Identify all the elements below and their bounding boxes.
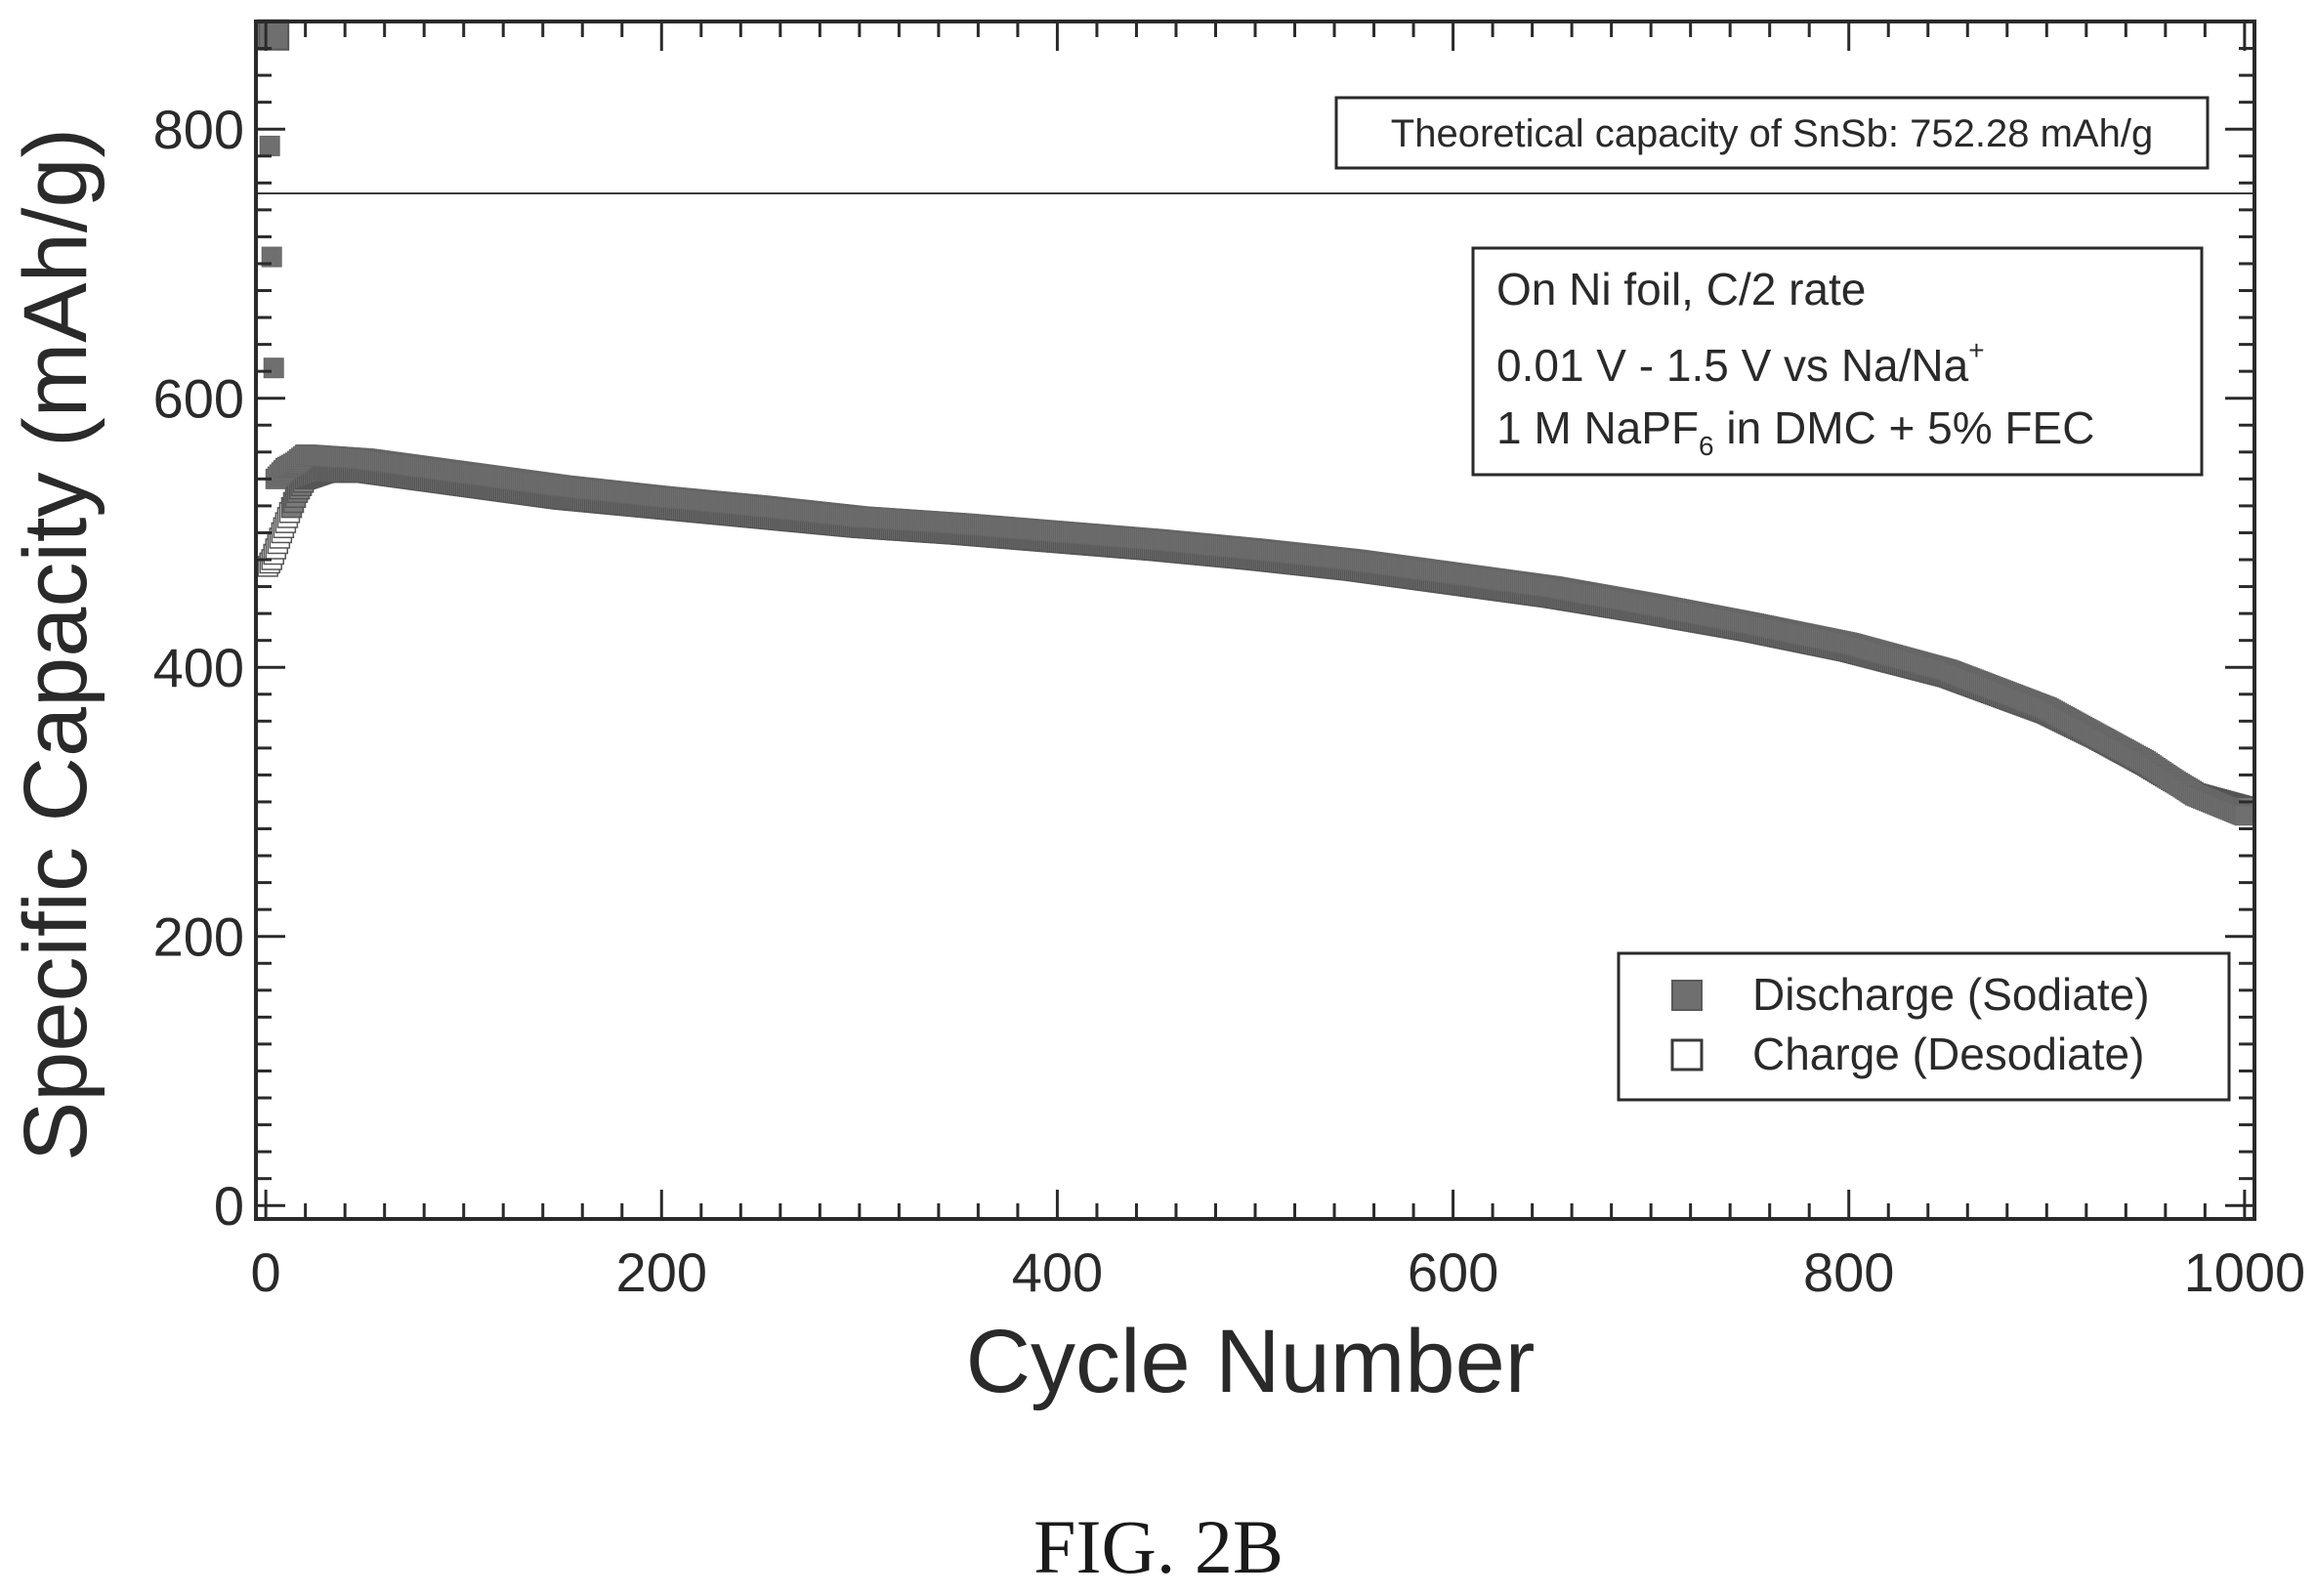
legend-discharge-label: Discharge (Sodiate) — [1752, 969, 2150, 1020]
discharge-marker — [2234, 805, 2255, 826]
reference-line-box — [1334, 96, 2210, 170]
condition-electrolyte-sub: 6 — [1699, 431, 1714, 461]
condition-electrolyte-post: in DMC + 5% FEC — [1714, 402, 2095, 453]
tick-labels: 0 200 400 600 800 1000 0 200 400 600 800 — [153, 99, 2306, 1303]
x-tick-label: 600 — [1408, 1241, 1498, 1303]
discharge-marker — [263, 357, 284, 379]
condition-voltage-main: 0.01 V - 1.5 V vs Na/Na — [1496, 340, 1969, 391]
y-tick-label: 0 — [214, 1175, 244, 1237]
y-tick-label: 600 — [153, 368, 244, 430]
series-discharge — [258, 19, 2255, 826]
x-tick-label: 800 — [1803, 1241, 1894, 1303]
reference-line-label: Theoretical capacity of SnSb: 752.28 mAh… — [1391, 112, 2153, 155]
series-charge — [257, 461, 2255, 819]
reference-line-annotation: Theoretical capacity of SnSb: 752.28 mAh… — [1334, 96, 2210, 170]
discharge-marker — [259, 135, 280, 156]
conditions-box: On Ni foil, C/2 rate 0.01 V - 1.5 V vs N… — [1471, 246, 2204, 477]
y-tick-label: 200 — [153, 906, 244, 968]
axis-ticks — [256, 21, 2254, 1219]
data-layer — [256, 19, 2255, 826]
discharge-marker-first-cycle — [258, 19, 290, 51]
legend-discharge-marker — [1671, 980, 1703, 1011]
condition-rate: On Ni foil, C/2 rate — [1496, 264, 1866, 315]
legend-charge-label: Charge (Desodiate) — [1752, 1029, 2144, 1079]
y-axis-label: Specific Capacity (mAh/g) — [6, 128, 105, 1161]
discharge-marker — [261, 246, 282, 268]
condition-voltage-sup: + — [1968, 335, 1984, 365]
y-tick-label: 400 — [153, 637, 244, 698]
x-tick-label: 1000 — [2184, 1241, 2306, 1303]
legend-charge-marker — [1670, 1038, 1704, 1071]
y-tick-label: 800 — [153, 99, 244, 160]
conditions-frame — [1471, 246, 2204, 477]
legend: Discharge (Sodiate) Charge (Desodiate) — [1617, 951, 2231, 1102]
figure-caption: FIG. 2B — [1033, 1504, 1284, 1589]
condition-voltage: 0.01 V - 1.5 V vs Na/Na+ — [1496, 335, 1985, 391]
x-tick-label: 200 — [616, 1241, 707, 1303]
condition-electrolyte-pre: 1 M NaPF — [1496, 402, 1699, 453]
x-tick-label: 0 — [251, 1241, 281, 1303]
legend-frame — [1617, 951, 2231, 1102]
x-axis-label: Cycle Number — [966, 1312, 1536, 1411]
condition-electrolyte: 1 M NaPF6 in DMC + 5% FEC — [1496, 402, 2094, 461]
x-tick-label: 400 — [1012, 1241, 1103, 1303]
